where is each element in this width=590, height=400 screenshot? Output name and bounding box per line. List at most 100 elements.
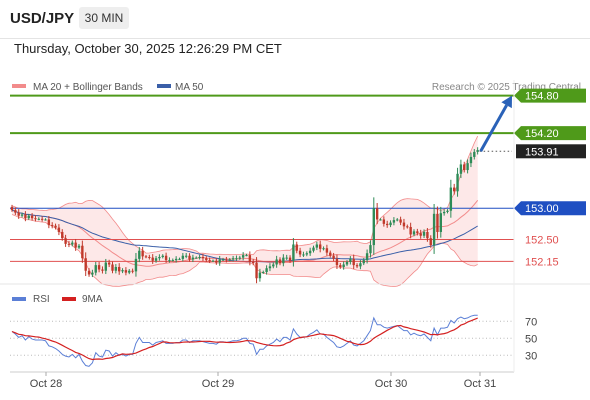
candle [245, 253, 248, 257]
candle [228, 258, 231, 262]
x-tick-label: Oct 29 [202, 378, 234, 390]
timeframe-button[interactable]: 30 MIN [79, 7, 129, 29]
candle [164, 252, 168, 263]
candle-body [218, 259, 221, 263]
candle [144, 254, 148, 259]
candle-body [211, 260, 215, 262]
candle [252, 259, 255, 266]
candle-body [389, 222, 392, 226]
candle-body [305, 253, 308, 255]
legend-label-rsi: RSI [33, 294, 50, 305]
candle-body [406, 226, 409, 228]
candle-body [288, 257, 292, 261]
candle-body [24, 214, 27, 219]
candle-body [141, 250, 144, 257]
candle-body [332, 255, 335, 259]
candle-body [386, 223, 389, 226]
candle-body [282, 257, 285, 264]
candle [332, 252, 335, 262]
candle-body [342, 264, 345, 267]
candle-body [44, 219, 47, 221]
candle-body [238, 257, 241, 259]
candle [345, 260, 349, 267]
candle [154, 255, 158, 263]
rsi-tick-50: 50 [525, 333, 537, 345]
candle [375, 203, 379, 225]
projection-arrow-shaft [479, 104, 508, 153]
candle-body [372, 208, 375, 246]
candle-body [221, 259, 225, 261]
candle [295, 241, 298, 254]
chart-header: USD/JPY 30 MIN [0, 0, 590, 39]
rsi-line [11, 314, 478, 367]
level-label-152-15: 152.15 [525, 256, 559, 268]
candle-body [118, 266, 121, 272]
candle-body [81, 245, 84, 259]
candle-body [365, 253, 369, 261]
candle-body [396, 219, 399, 221]
candle [158, 254, 161, 261]
candle [71, 240, 74, 247]
candle [308, 247, 312, 256]
candle-body [121, 270, 124, 272]
candle-body [131, 270, 134, 272]
candle-body [329, 252, 332, 256]
candle-body [322, 248, 325, 250]
candle [87, 268, 91, 277]
candle [379, 218, 382, 221]
level-label-153-00: 153.00 [525, 203, 559, 215]
candle [275, 255, 278, 268]
candle-body [362, 260, 365, 264]
candle [473, 149, 476, 160]
candle [262, 270, 265, 274]
candle-body [419, 233, 422, 236]
candle [148, 254, 151, 260]
candle-body [258, 272, 262, 279]
candle-body [215, 260, 218, 263]
candle [205, 256, 208, 262]
candle [181, 252, 185, 262]
candle-body [308, 250, 312, 254]
candle [429, 235, 432, 248]
candle [185, 252, 188, 259]
candle-body [459, 164, 463, 174]
candle-body [466, 163, 469, 171]
symbol-label: USD/JPY [10, 10, 75, 27]
candle [288, 255, 292, 263]
candle-body [248, 255, 252, 262]
candle-body [315, 244, 319, 248]
bollinger-bands [12, 136, 478, 287]
candle-body [355, 265, 359, 267]
candle-body [275, 259, 278, 265]
candle-body [231, 258, 235, 260]
candle-body [14, 210, 17, 213]
candle [24, 211, 27, 222]
candle-body [456, 173, 459, 192]
legend-swatch-ma50 [157, 84, 171, 88]
candle [161, 254, 164, 259]
candle-body [54, 225, 57, 228]
candle-body [164, 255, 168, 261]
candle-body [432, 213, 436, 246]
bollinger-band-area [12, 136, 478, 287]
rsi-panel: 70 50 30 [10, 314, 537, 367]
candle [51, 222, 54, 229]
candle [319, 240, 322, 253]
candle [342, 261, 345, 270]
candle [459, 159, 463, 179]
candle [91, 269, 94, 278]
candle-body [369, 245, 372, 254]
candle [34, 215, 37, 222]
candle [402, 218, 406, 230]
candle [57, 224, 61, 236]
candle [278, 257, 282, 266]
candle-body [27, 215, 30, 219]
candle [238, 255, 241, 260]
ma20-line [11, 199, 479, 267]
candle [215, 258, 218, 265]
candle [97, 262, 101, 273]
candle [392, 217, 396, 226]
candle-body [34, 218, 37, 220]
candle [463, 161, 466, 173]
